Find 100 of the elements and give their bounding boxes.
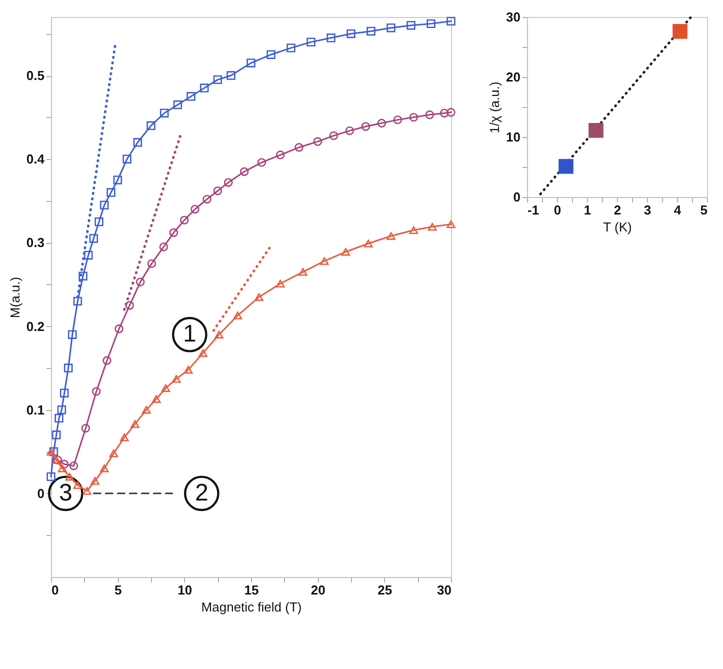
point: [446, 108, 456, 117]
point: [186, 92, 196, 101]
y-axis-title: 1/χ (a.u.): [487, 82, 502, 134]
point: [214, 330, 224, 338]
point: [298, 268, 308, 276]
point: [393, 115, 402, 124]
point: [49, 447, 58, 456]
point: [125, 301, 134, 310]
point: [152, 395, 161, 403]
point: [78, 272, 88, 280]
point: [326, 34, 336, 42]
point: [84, 250, 93, 260]
point: [184, 366, 193, 374]
point: [276, 150, 285, 160]
point: [361, 122, 370, 131]
y-tick-label: 0.2: [26, 318, 44, 334]
point: [172, 375, 181, 383]
point: [202, 194, 212, 204]
point: [122, 154, 132, 164]
y-tick-label: 10: [506, 130, 520, 144]
x-tick-label: 4: [674, 202, 682, 218]
y-axis-title: M(a.u.): [7, 276, 22, 318]
point: [266, 50, 276, 59]
point: [106, 188, 116, 197]
point: [142, 406, 151, 414]
point: [226, 71, 236, 80]
point: [346, 29, 356, 38]
point: [46, 448, 56, 456]
point: [313, 137, 322, 146]
point: [428, 222, 437, 231]
point: [294, 143, 304, 152]
point: [246, 58, 256, 68]
point: [81, 424, 90, 433]
x-tick-label: 0: [554, 202, 562, 218]
point: [73, 296, 82, 306]
point: [113, 176, 122, 184]
x-tick-label: 10: [178, 582, 192, 598]
point: [169, 228, 178, 237]
point: [159, 242, 168, 252]
point: [64, 364, 73, 372]
point: [409, 112, 418, 122]
annotation: 2: [194, 479, 208, 506]
x-tick-label: 5: [700, 202, 708, 218]
y-tick-label: 20: [506, 70, 520, 84]
point: [173, 100, 182, 110]
x-tick-label: 30: [437, 582, 452, 598]
point: [240, 167, 249, 176]
point: [233, 312, 242, 320]
x-tick-label: 3: [644, 202, 652, 218]
point: [409, 226, 418, 234]
y-tick-label: 0.1: [26, 402, 44, 418]
y-tick-label: 0.3: [26, 235, 44, 250]
point: [161, 384, 170, 392]
point: [147, 259, 156, 268]
point: [446, 16, 456, 26]
point: [386, 24, 396, 32]
point: [425, 110, 434, 120]
point: [672, 24, 688, 39]
point: [588, 122, 604, 138]
point: [130, 420, 140, 428]
point: [190, 204, 200, 214]
point: [377, 118, 386, 128]
point: [306, 38, 316, 46]
point: [60, 388, 69, 398]
point: [341, 248, 350, 256]
x-tick-label: 5: [114, 582, 122, 598]
point: [257, 158, 266, 167]
point: [69, 461, 78, 470]
point: [286, 44, 296, 52]
point: [114, 324, 124, 334]
x-axis-title: Magnetic field (T): [201, 600, 302, 614]
point: [200, 84, 209, 92]
point: [102, 356, 112, 365]
x-axis-title: T (K): [603, 220, 632, 234]
annotation: 1: [182, 320, 196, 348]
y-tick-label: 0: [513, 190, 520, 204]
y-tick-label: 30: [506, 10, 520, 24]
y-tick-label: 0.4: [26, 152, 46, 167]
x-tick-label: 2: [614, 202, 622, 218]
point: [92, 387, 101, 396]
y-tick-label: 0: [37, 486, 44, 501]
point: [213, 75, 222, 84]
x-tick-label: 20: [310, 582, 326, 598]
point: [90, 477, 100, 485]
point: [46, 472, 56, 482]
point: [254, 293, 264, 301]
point: [198, 349, 208, 357]
point: [100, 200, 109, 210]
point: [558, 158, 574, 174]
point: [57, 405, 66, 414]
point: [68, 330, 77, 339]
x-tick-label: 1: [584, 202, 592, 218]
annotation: 3: [58, 479, 72, 506]
point: [386, 232, 396, 240]
point: [426, 19, 436, 28]
point: [366, 26, 376, 36]
point: [109, 449, 118, 458]
x-tick-label: 25: [378, 582, 392, 598]
point: [60, 460, 69, 469]
point: [73, 481, 82, 489]
